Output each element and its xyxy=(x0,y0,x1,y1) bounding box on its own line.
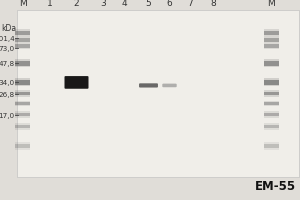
Bar xyxy=(15,102,30,106)
Bar xyxy=(264,62,279,66)
Bar xyxy=(264,36,279,38)
Bar xyxy=(15,101,30,102)
Text: 8: 8 xyxy=(210,0,216,8)
Bar xyxy=(15,96,30,97)
Bar xyxy=(15,124,30,125)
Bar xyxy=(15,43,30,44)
Bar xyxy=(264,92,279,96)
FancyBboxPatch shape xyxy=(162,84,177,88)
Text: 26,8: 26,8 xyxy=(0,92,14,98)
Text: 1: 1 xyxy=(46,0,52,8)
Bar xyxy=(15,81,30,85)
Bar xyxy=(264,81,279,85)
Text: 6: 6 xyxy=(167,0,172,8)
Bar xyxy=(15,38,30,39)
Bar xyxy=(264,102,279,106)
Bar xyxy=(264,113,279,117)
Bar xyxy=(15,39,30,43)
Bar xyxy=(264,38,279,39)
Text: M: M xyxy=(268,0,275,8)
Bar xyxy=(15,148,30,150)
Text: 47,8: 47,8 xyxy=(0,61,14,67)
Bar xyxy=(264,60,279,62)
Text: 5: 5 xyxy=(146,0,152,8)
Bar xyxy=(264,117,279,118)
Bar xyxy=(15,66,30,68)
Text: 7: 7 xyxy=(188,0,194,8)
Bar xyxy=(264,125,279,129)
Bar xyxy=(15,62,30,66)
Bar xyxy=(264,91,279,92)
Bar xyxy=(264,85,279,87)
Text: 73,0: 73,0 xyxy=(0,46,14,52)
Bar xyxy=(264,39,279,43)
Bar xyxy=(264,66,279,68)
FancyBboxPatch shape xyxy=(139,84,158,88)
Text: M: M xyxy=(19,0,26,8)
Bar xyxy=(15,30,30,32)
Bar xyxy=(15,117,30,118)
Text: 4: 4 xyxy=(122,0,127,8)
Bar xyxy=(15,92,30,96)
Bar xyxy=(264,30,279,32)
Bar xyxy=(15,113,30,117)
Bar xyxy=(264,124,279,125)
Bar xyxy=(15,79,30,81)
Bar xyxy=(264,79,279,81)
Bar xyxy=(16,11,298,177)
Bar xyxy=(264,32,279,36)
FancyBboxPatch shape xyxy=(64,77,88,89)
Bar xyxy=(264,44,279,45)
Bar xyxy=(15,91,30,92)
Text: EM-55: EM-55 xyxy=(254,179,296,192)
Bar xyxy=(15,45,30,49)
Bar xyxy=(15,144,30,148)
Text: 101,4: 101,4 xyxy=(0,36,14,42)
Bar xyxy=(264,96,279,97)
Bar xyxy=(264,106,279,107)
Bar xyxy=(264,43,279,44)
Bar xyxy=(15,49,30,50)
Bar xyxy=(15,36,30,38)
Bar xyxy=(15,85,30,87)
Text: 3: 3 xyxy=(100,0,106,8)
Bar xyxy=(15,142,30,144)
Bar xyxy=(15,44,30,45)
Bar xyxy=(264,129,279,130)
Bar xyxy=(15,60,30,62)
Bar xyxy=(15,125,30,129)
Text: kDa: kDa xyxy=(2,24,16,32)
Bar xyxy=(15,106,30,107)
Bar xyxy=(264,49,279,50)
Text: 17,0: 17,0 xyxy=(0,112,14,118)
Text: 34,0: 34,0 xyxy=(0,80,14,86)
Bar xyxy=(264,142,279,144)
Bar xyxy=(264,45,279,49)
Bar xyxy=(15,32,30,36)
Bar xyxy=(264,101,279,102)
Bar xyxy=(264,148,279,150)
Bar xyxy=(15,129,30,130)
Bar xyxy=(264,144,279,148)
Bar xyxy=(264,112,279,113)
Bar xyxy=(15,112,30,113)
Text: 2: 2 xyxy=(74,0,79,8)
